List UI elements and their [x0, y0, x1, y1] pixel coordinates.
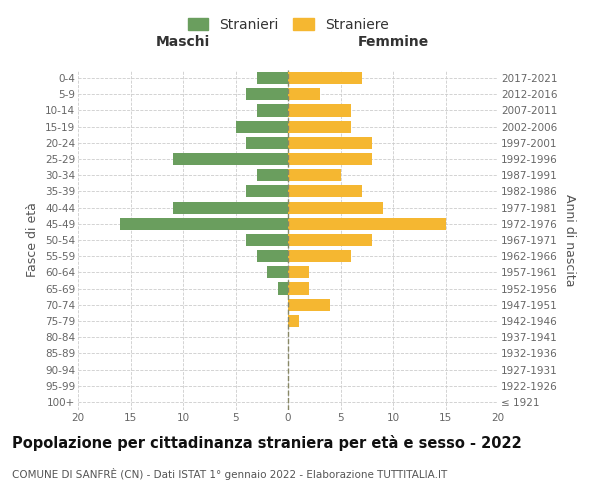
Bar [288, 298, 330, 311]
Bar [288, 202, 383, 213]
Bar [257, 104, 288, 117]
Bar [173, 202, 288, 213]
Text: Femmine: Femmine [358, 36, 428, 50]
Text: Maschi: Maschi [156, 36, 210, 50]
Bar [288, 282, 309, 294]
Bar [288, 186, 361, 198]
Bar [288, 169, 341, 181]
Bar [235, 120, 288, 132]
Bar [288, 153, 372, 165]
Bar [173, 153, 288, 165]
Bar [288, 120, 351, 132]
Text: COMUNE DI SANFRÈ (CN) - Dati ISTAT 1° gennaio 2022 - Elaborazione TUTTITALIA.IT: COMUNE DI SANFRÈ (CN) - Dati ISTAT 1° ge… [12, 468, 447, 479]
Bar [257, 72, 288, 84]
Bar [246, 186, 288, 198]
Bar [246, 234, 288, 246]
Bar [288, 137, 372, 149]
Bar [288, 250, 351, 262]
Bar [288, 315, 299, 327]
Bar [246, 88, 288, 101]
Bar [246, 137, 288, 149]
Bar [267, 266, 288, 278]
Bar [288, 72, 361, 84]
Bar [288, 266, 309, 278]
Bar [277, 282, 288, 294]
Bar [288, 218, 445, 230]
Y-axis label: Fasce di età: Fasce di età [26, 202, 40, 278]
Bar [288, 234, 372, 246]
Bar [120, 218, 288, 230]
Bar [257, 169, 288, 181]
Y-axis label: Anni di nascita: Anni di nascita [563, 194, 576, 286]
Bar [288, 88, 320, 101]
Bar [257, 250, 288, 262]
Text: Popolazione per cittadinanza straniera per età e sesso - 2022: Popolazione per cittadinanza straniera p… [12, 435, 522, 451]
Bar [288, 104, 351, 117]
Legend: Stranieri, Straniere: Stranieri, Straniere [182, 12, 394, 38]
